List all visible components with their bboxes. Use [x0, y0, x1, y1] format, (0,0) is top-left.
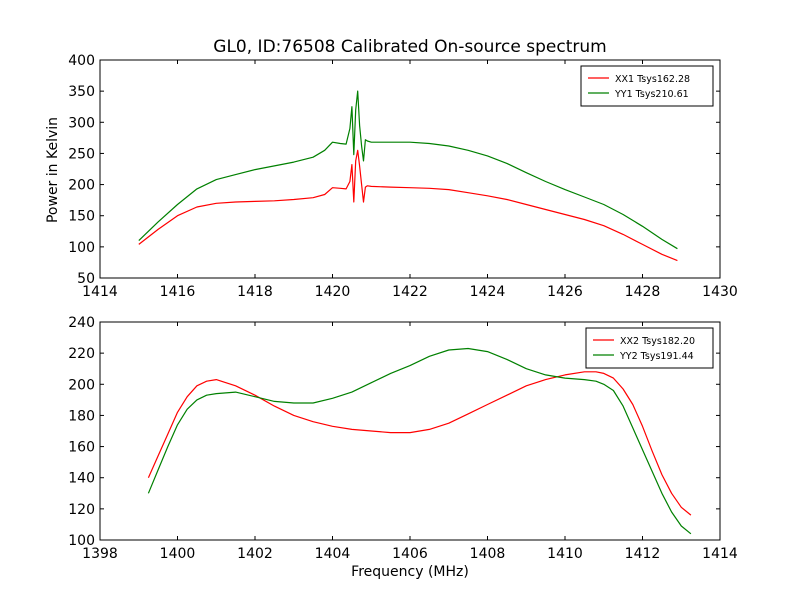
bottom-x-tick-label: 1410	[547, 546, 583, 562]
bottom-x-tick-label: 1404	[315, 546, 351, 562]
bottom-x-tick-label: 1412	[625, 546, 661, 562]
top-legend-label-2: YY1 Tsys210.61	[614, 89, 689, 100]
top-x-tick-label: 1426	[547, 284, 583, 300]
top-x-tick-label: 1424	[470, 284, 506, 300]
top-x-tick-label: 1430	[702, 284, 738, 300]
top-y-tick-label: 350	[68, 84, 95, 100]
top-x-tick-label: 1420	[315, 284, 351, 300]
top-y-axis-label: Power in Kelvin	[45, 117, 61, 223]
bottom-panel: 1398 1400 1402 1404 1406 1408 1410 1412 1414 100 1…	[68, 315, 738, 562]
top-x-tick-label: 1422	[392, 284, 428, 300]
top-y-tick-label: 100	[68, 240, 95, 256]
top-y-tick-label: 50	[77, 271, 95, 287]
bottom-y-tick-label: 220	[68, 346, 95, 362]
bottom-y-tick-label: 100	[68, 533, 95, 549]
bottom-x-tick-label: 1398	[82, 546, 118, 562]
top-y-tick-label: 300	[68, 115, 95, 131]
top-legend: XX1 Tsys162.28 YY1 Tsys210.61	[580, 65, 714, 107]
top-y-tick-label: 150	[68, 209, 95, 225]
top-x-tick-label: 1414	[82, 284, 118, 300]
figure-title: GL0, ID:76508 Calibrated On-source spect…	[213, 37, 606, 57]
bottom-y-tick-label: 200	[68, 377, 95, 393]
top-x-tick-label: 1418	[237, 284, 273, 300]
bottom-x-tick-label: 1406	[392, 546, 428, 562]
bottom-series-line-1	[147, 371, 692, 516]
bottom-y-tick-label: 180	[68, 408, 95, 424]
bottom-y-tick-label: 120	[68, 502, 95, 518]
top-series-line-2	[138, 90, 678, 250]
top-legend-box	[580, 65, 714, 107]
bottom-y-tick-label: 160	[68, 440, 95, 456]
top-x-tick-label: 1416	[160, 284, 196, 300]
bottom-legend-box	[585, 327, 714, 369]
bottom-x-axis-label: Frequency (MHz)	[351, 564, 469, 580]
top-panel: 1414 1416 1418 1420 1422 1424 1426 1428 1430 50 10…	[68, 53, 738, 300]
bottom-legend: XX2 Tsys182.20 YY2 Tsys191.44	[585, 327, 714, 369]
bottom-legend-label-2: YY2 Tsys191.44	[619, 351, 694, 362]
bottom-x-tick-label: 1414	[702, 546, 738, 562]
top-y-tick-label: 200	[68, 178, 95, 194]
bottom-x-tick-label: 1400	[160, 546, 196, 562]
top-x-tick-label: 1428	[625, 284, 661, 300]
top-series-line-1	[138, 149, 678, 262]
bottom-legend-label-1: XX2 Tsys182.20	[620, 336, 695, 347]
top-y-tick-label: 400	[68, 53, 95, 69]
top-legend-label-1: XX1 Tsys162.28	[615, 74, 690, 85]
bottom-y-tick-label: 140	[68, 471, 95, 487]
bottom-y-tick-label: 240	[68, 315, 95, 331]
top-y-tick-label: 250	[68, 146, 95, 162]
bottom-x-tick-label: 1408	[470, 546, 506, 562]
bottom-series-line-2	[147, 347, 692, 535]
bottom-x-tick-label: 1402	[237, 546, 273, 562]
